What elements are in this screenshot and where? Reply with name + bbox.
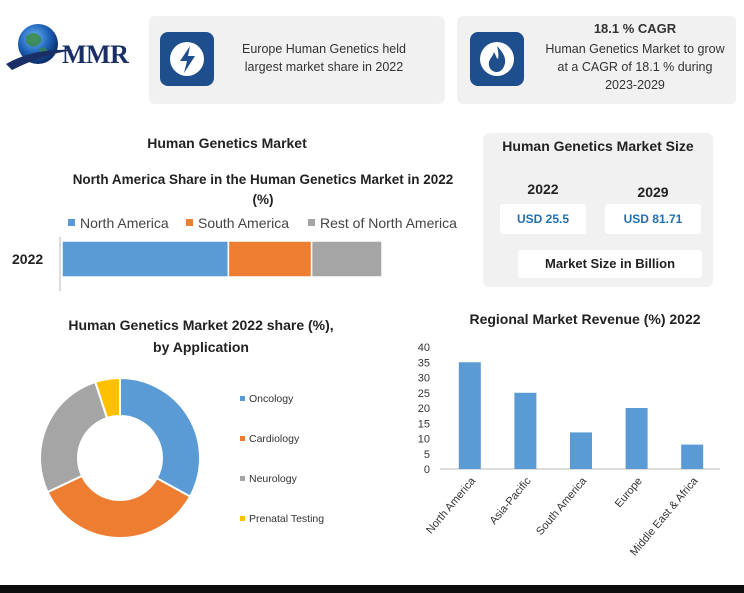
region-bar: [514, 392, 537, 469]
value-box-2022: USD 25.5: [500, 204, 586, 234]
x-tick-label: South America: [534, 475, 590, 538]
size-unit-box: Market Size in Billion: [518, 250, 702, 278]
legend-swatch: [68, 219, 75, 226]
region-bar: [625, 408, 648, 469]
y-tick-label: 10: [418, 434, 430, 446]
region-bar: [681, 444, 704, 469]
value-box-2029: USD 81.71: [605, 204, 701, 234]
donut-slice: [46, 474, 192, 539]
bottom-bar: [0, 585, 744, 593]
legend-south-america: South America: [186, 215, 289, 231]
value-2029: USD 81.71: [623, 212, 683, 226]
company-logo: MMR: [4, 18, 144, 80]
stacked-bar-segment: [61, 240, 230, 278]
info1-text: Europe Human Genetics held largest marke…: [242, 42, 406, 74]
stacked-bar-segment: [227, 240, 313, 278]
market-title: Human Genetics Market: [147, 135, 307, 151]
legend-north-america: North America: [68, 215, 169, 231]
y-tick-label: 0: [424, 464, 430, 476]
legend-label: Cardiology: [249, 433, 300, 445]
stacked-chart-title: North America Share in the Human Genetic…: [72, 172, 454, 207]
donut-legend: Oncology Cardiology Neurology Prenatal Test…: [240, 393, 324, 525]
donut-slice: [39, 380, 109, 494]
legend-swatch: [240, 476, 245, 481]
donut-slice: [94, 376, 121, 420]
legend-swatch: [186, 219, 193, 226]
y-tick-label: 30: [418, 373, 430, 385]
legend-label: Prenatal Testing: [249, 513, 324, 525]
legend-swatch: [308, 219, 315, 226]
x-tick-label: Asia-Pacific: [488, 475, 534, 527]
y-tick-label: 5: [424, 449, 430, 461]
market-size-title: Human Genetics Market Size: [502, 138, 694, 154]
y-tick-label: 35: [418, 357, 430, 369]
y-tick-label: 40: [418, 342, 430, 354]
value-2022: USD 25.5: [516, 212, 570, 226]
legend-label: North America: [80, 215, 169, 231]
category-label: 2022: [12, 251, 43, 267]
info2-text: Human Genetics Market to grow at a CAGR …: [545, 42, 725, 92]
legend-label: Rest of North America: [320, 215, 457, 231]
lightning-icon-box: [160, 32, 214, 86]
x-tick-label: Europe: [613, 475, 645, 510]
donut-chart: [39, 376, 201, 539]
region-bar: [458, 362, 481, 469]
legend-swatch: [240, 436, 245, 441]
globe-logo-icon: [6, 24, 74, 70]
legend-label: South America: [198, 215, 290, 231]
year-2022: 2022: [527, 181, 559, 197]
regional-bar-chart: 0 5 10 15 20 25 30 35 40 North America Asia-Pacif…: [418, 342, 720, 558]
logo-text: MMR: [62, 40, 129, 69]
donut-chart-title: Human Genetics Market 2022 share (%), by…: [68, 317, 334, 355]
flame-icon: [480, 42, 514, 76]
x-tick-label: North America: [424, 475, 479, 537]
y-tick-label: 25: [418, 388, 430, 400]
legend-label: Neurology: [249, 473, 298, 485]
legend-rest-north-america: Rest of North America: [308, 215, 457, 231]
legend-swatch: [240, 516, 245, 521]
flame-icon-box: [470, 32, 524, 86]
lightning-icon: [170, 42, 204, 76]
cagr-title: 18.1 % CAGR: [593, 21, 677, 36]
region-bar: [570, 432, 592, 469]
donut-slice: [119, 376, 201, 498]
stacked-bar-chart: 2022: [12, 237, 383, 291]
legend-swatch: [240, 396, 245, 401]
legend-label: Oncology: [249, 393, 294, 405]
regional-chart-title: Regional Market Revenue (%) 2022: [469, 311, 701, 327]
year-2029: 2029: [637, 184, 669, 200]
y-tick-label: 15: [418, 418, 430, 430]
stacked-bar-segment: [310, 240, 383, 278]
size-unit-label: Market Size in Billion: [544, 256, 676, 271]
y-tick-label: 20: [418, 403, 430, 415]
